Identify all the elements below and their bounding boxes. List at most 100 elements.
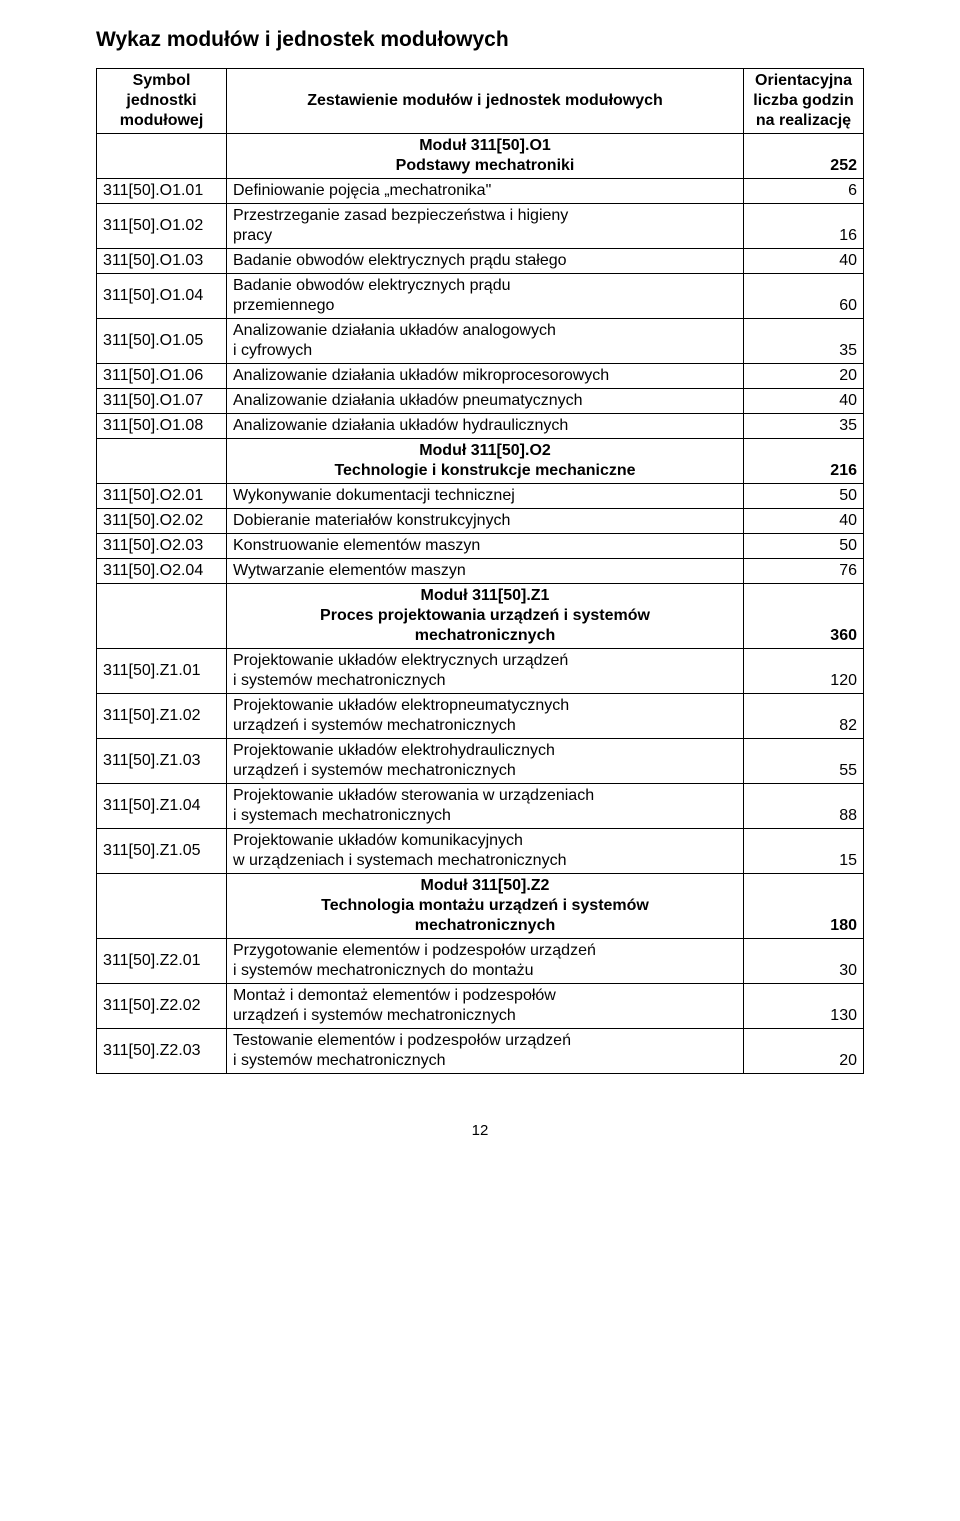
module-o1-hours: 252 bbox=[744, 134, 864, 179]
page-title: Wykaz modułów i jednostek modułowych bbox=[96, 28, 864, 52]
header-desc: Zestawienie modułów i jednostek modułowy… bbox=[227, 69, 744, 134]
module-o2-name: Moduł 311[50].O2 Technologie i konstrukc… bbox=[227, 439, 744, 484]
module-o1-name: Moduł 311[50].O1 Podstawy mechatroniki bbox=[227, 134, 744, 179]
module-o2-l1: Moduł 311[50].O2 bbox=[233, 441, 737, 461]
table-row: 311[50].Z1.05 Projektowanie układów komu… bbox=[97, 829, 864, 874]
cell-hrs: 88 bbox=[744, 784, 864, 829]
cell-sym: 311[50].O2.04 bbox=[97, 559, 227, 584]
table-row: 311[50].O1.01 Definiowanie pojęcia „mech… bbox=[97, 179, 864, 204]
cell-desc-l2: i cyfrowych bbox=[233, 341, 737, 361]
cell-sym: 311[50].Z1.02 bbox=[97, 694, 227, 739]
table-row: 311[50].Z2.01 Przygotowanie elementów i … bbox=[97, 939, 864, 984]
cell-hrs: 55 bbox=[744, 739, 864, 784]
cell-desc: Badanie obwodów elektrycznych prądu stał… bbox=[227, 249, 744, 274]
cell-desc-l2: w urządzeniach i systemach mechatroniczn… bbox=[233, 851, 737, 871]
cell-desc-l1: Analizowanie działania układów analogowy… bbox=[233, 321, 737, 341]
cell-sym: 311[50].Z2.02 bbox=[97, 984, 227, 1029]
cell-desc: Analizowanie działania układów pneumatyc… bbox=[227, 389, 744, 414]
cell-desc-l1: Testowanie elementów i podzespołów urząd… bbox=[233, 1031, 737, 1051]
module-z1-name: Moduł 311[50].Z1 Proces projektowania ur… bbox=[227, 584, 744, 649]
cell-desc: Projektowanie układów elektrycznych urzą… bbox=[227, 649, 744, 694]
cell-hrs: 35 bbox=[744, 414, 864, 439]
cell-sym: 311[50].O2.01 bbox=[97, 484, 227, 509]
table-row: 311[50].O2.01 Wykonywanie dokumentacji t… bbox=[97, 484, 864, 509]
cell-desc: Projektowanie układów komunikacyjnych w … bbox=[227, 829, 744, 874]
module-z2-l1: Moduł 311[50].Z2 bbox=[233, 876, 737, 896]
cell-desc: Przestrzeganie zasad bezpieczeństwa i hi… bbox=[227, 204, 744, 249]
header-symbol-l2: jednostki bbox=[103, 91, 220, 111]
cell-desc: Testowanie elementów i podzespołów urząd… bbox=[227, 1029, 744, 1074]
table-row: 311[50].Z2.02 Montaż i demontaż elementó… bbox=[97, 984, 864, 1029]
cell-desc-l2: i systemów mechatronicznych bbox=[233, 671, 737, 691]
module-row-z2: Moduł 311[50].Z2 Technologia montażu urz… bbox=[97, 874, 864, 939]
cell-desc: Analizowanie działania układów analogowy… bbox=[227, 319, 744, 364]
module-z2-l2: Technologia montażu urządzeń i systemów bbox=[233, 896, 737, 916]
cell-desc-l2: i systemach mechatronicznych bbox=[233, 806, 737, 826]
cell-desc: Projektowanie układów elektrohydrauliczn… bbox=[227, 739, 744, 784]
module-z1-l2: Proces projektowania urządzeń i systemów bbox=[233, 606, 737, 626]
cell-hrs: 120 bbox=[744, 649, 864, 694]
cell-hrs: 6 bbox=[744, 179, 864, 204]
table-row: 311[50].Z2.03 Testowanie elementów i pod… bbox=[97, 1029, 864, 1074]
module-z1-l1: Moduł 311[50].Z1 bbox=[233, 586, 737, 606]
table-row: 311[50].Z1.03 Projektowanie układów elek… bbox=[97, 739, 864, 784]
module-cell-empty bbox=[97, 874, 227, 939]
page-number: 12 bbox=[96, 1122, 864, 1139]
cell-sym: 311[50].Z2.01 bbox=[97, 939, 227, 984]
module-row-o1: Moduł 311[50].O1 Podstawy mechatroniki 2… bbox=[97, 134, 864, 179]
header-symbol-l3: modułowej bbox=[103, 111, 220, 131]
cell-sym: 311[50].O1.08 bbox=[97, 414, 227, 439]
table-row: 311[50].O1.03 Badanie obwodów elektryczn… bbox=[97, 249, 864, 274]
cell-desc: Analizowanie działania układów mikroproc… bbox=[227, 364, 744, 389]
cell-desc-l2: i systemów mechatronicznych do montażu bbox=[233, 961, 737, 981]
cell-hrs: 15 bbox=[744, 829, 864, 874]
cell-hrs: 40 bbox=[744, 509, 864, 534]
cell-desc: Badanie obwodów elektrycznych prądu prze… bbox=[227, 274, 744, 319]
cell-hrs: 50 bbox=[744, 534, 864, 559]
table-row: 311[50].O1.04 Badanie obwodów elektryczn… bbox=[97, 274, 864, 319]
cell-hrs: 16 bbox=[744, 204, 864, 249]
table-row: 311[50].O1.07 Analizowanie działania ukł… bbox=[97, 389, 864, 414]
cell-sym: 311[50].Z1.03 bbox=[97, 739, 227, 784]
table-header-row: Symbol jednostki modułowej Zestawienie m… bbox=[97, 69, 864, 134]
modules-table: Symbol jednostki modułowej Zestawienie m… bbox=[96, 68, 864, 1074]
cell-desc-l1: Projektowanie układów elektrohydrauliczn… bbox=[233, 741, 737, 761]
cell-sym: 311[50].O1.04 bbox=[97, 274, 227, 319]
module-cell-empty bbox=[97, 134, 227, 179]
cell-hrs: 40 bbox=[744, 389, 864, 414]
cell-hrs: 30 bbox=[744, 939, 864, 984]
module-o1-l2: Podstawy mechatroniki bbox=[233, 156, 737, 176]
module-z2-hours: 180 bbox=[744, 874, 864, 939]
cell-sym: 311[50].O1.06 bbox=[97, 364, 227, 389]
cell-desc-l1: Projektowanie układów sterowania w urząd… bbox=[233, 786, 737, 806]
header-hours: Orientacyjna liczba godzin na realizację bbox=[744, 69, 864, 134]
module-z1-hours: 360 bbox=[744, 584, 864, 649]
table-row: 311[50].Z1.01 Projektowanie układów elek… bbox=[97, 649, 864, 694]
module-cell-empty bbox=[97, 584, 227, 649]
cell-desc: Analizowanie działania układów hydraulic… bbox=[227, 414, 744, 439]
cell-sym: 311[50].O1.03 bbox=[97, 249, 227, 274]
cell-hrs: 76 bbox=[744, 559, 864, 584]
table-row: 311[50].O1.05 Analizowanie działania ukł… bbox=[97, 319, 864, 364]
table-row: 311[50].O2.02 Dobieranie materiałów kons… bbox=[97, 509, 864, 534]
cell-desc: Projektowanie układów elektropneumatyczn… bbox=[227, 694, 744, 739]
table-row: 311[50].O1.08 Analizowanie działania ukł… bbox=[97, 414, 864, 439]
cell-sym: 311[50].O2.02 bbox=[97, 509, 227, 534]
cell-desc-l1: Projektowanie układów komunikacyjnych bbox=[233, 831, 737, 851]
cell-desc-l2: i systemów mechatronicznych bbox=[233, 1051, 737, 1071]
table-row: 311[50].O2.03 Konstruowanie elementów ma… bbox=[97, 534, 864, 559]
cell-sym: 311[50].O1.05 bbox=[97, 319, 227, 364]
cell-sym: 311[50].O2.03 bbox=[97, 534, 227, 559]
cell-hrs: 60 bbox=[744, 274, 864, 319]
cell-hrs: 130 bbox=[744, 984, 864, 1029]
cell-desc: Dobieranie materiałów konstrukcyjnych bbox=[227, 509, 744, 534]
cell-desc-l1: Badanie obwodów elektrycznych prądu bbox=[233, 276, 737, 296]
table-row: 311[50].Z1.02 Projektowanie układów elek… bbox=[97, 694, 864, 739]
page: Wykaz modułów i jednostek modułowych Sym… bbox=[0, 0, 960, 1179]
cell-desc-l1: Projektowanie układów elektropneumatyczn… bbox=[233, 696, 737, 716]
module-o2-hours: 216 bbox=[744, 439, 864, 484]
table-row: 311[50].O1.02 Przestrzeganie zasad bezpi… bbox=[97, 204, 864, 249]
cell-sym: 311[50].Z2.03 bbox=[97, 1029, 227, 1074]
cell-sym: 311[50].O1.07 bbox=[97, 389, 227, 414]
cell-desc: Konstruowanie elementów maszyn bbox=[227, 534, 744, 559]
